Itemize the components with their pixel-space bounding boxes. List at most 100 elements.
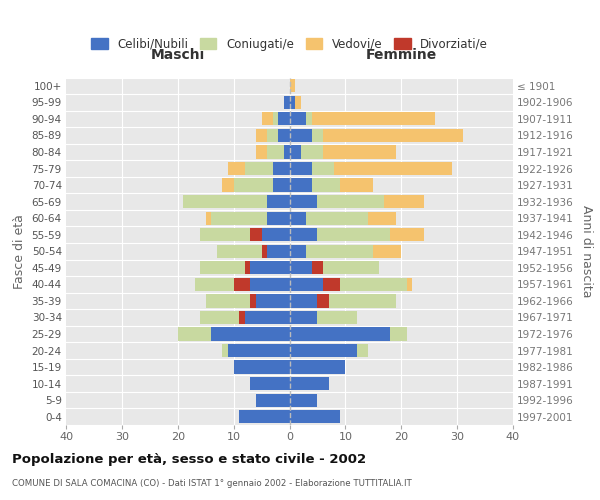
- Bar: [233, 360, 290, 374]
- Bar: [273, 162, 290, 175]
- Bar: [290, 311, 317, 324]
- Text: Popolazione per età, sesso e stato civile - 2002: Popolazione per età, sesso e stato civil…: [12, 452, 366, 466]
- Bar: [245, 311, 290, 324]
- Bar: [245, 162, 273, 175]
- Bar: [306, 212, 368, 225]
- Bar: [295, 96, 301, 109]
- Bar: [290, 278, 323, 291]
- Bar: [250, 261, 290, 274]
- Bar: [368, 212, 395, 225]
- Bar: [250, 377, 290, 390]
- Bar: [323, 278, 407, 291]
- Bar: [385, 195, 424, 208]
- Bar: [206, 212, 211, 225]
- Bar: [284, 146, 290, 158]
- Bar: [267, 244, 290, 258]
- Bar: [340, 178, 373, 192]
- Bar: [290, 360, 346, 374]
- Bar: [278, 129, 290, 142]
- Bar: [334, 162, 452, 175]
- Bar: [256, 294, 290, 308]
- Bar: [256, 129, 267, 142]
- Bar: [267, 146, 284, 158]
- Bar: [317, 294, 395, 308]
- Legend: Celibi/Nubili, Coniugati/e, Vedovi/e, Divorziati/e: Celibi/Nubili, Coniugati/e, Vedovi/e, Di…: [86, 33, 493, 56]
- Bar: [273, 178, 290, 192]
- Bar: [228, 344, 290, 357]
- Bar: [262, 228, 290, 241]
- Text: Maschi: Maschi: [151, 48, 205, 62]
- Bar: [290, 261, 312, 274]
- Bar: [200, 228, 262, 241]
- Bar: [312, 261, 379, 274]
- Bar: [273, 112, 278, 126]
- Bar: [267, 195, 290, 208]
- Bar: [178, 328, 211, 340]
- Bar: [290, 294, 317, 308]
- Bar: [250, 294, 256, 308]
- Bar: [290, 394, 317, 407]
- Bar: [290, 377, 329, 390]
- Bar: [200, 311, 245, 324]
- Bar: [278, 112, 290, 126]
- Bar: [267, 212, 290, 225]
- Bar: [301, 146, 323, 158]
- Bar: [317, 294, 329, 308]
- Bar: [323, 278, 340, 291]
- Bar: [356, 344, 368, 357]
- Bar: [317, 311, 356, 324]
- Bar: [239, 311, 245, 324]
- Bar: [306, 244, 373, 258]
- Bar: [284, 96, 290, 109]
- Bar: [256, 394, 290, 407]
- Bar: [211, 328, 290, 340]
- Bar: [312, 162, 334, 175]
- Bar: [290, 212, 306, 225]
- Bar: [223, 344, 228, 357]
- Bar: [306, 112, 312, 126]
- Bar: [390, 328, 407, 340]
- Bar: [407, 278, 412, 291]
- Bar: [250, 228, 262, 241]
- Bar: [290, 178, 312, 192]
- Bar: [323, 129, 463, 142]
- Bar: [290, 410, 340, 424]
- Bar: [262, 244, 267, 258]
- Y-axis label: Anni di nascita: Anni di nascita: [580, 205, 593, 298]
- Bar: [228, 162, 245, 175]
- Bar: [317, 195, 385, 208]
- Bar: [211, 212, 267, 225]
- Y-axis label: Fasce di età: Fasce di età: [13, 214, 26, 288]
- Bar: [290, 344, 356, 357]
- Text: Femmine: Femmine: [365, 48, 437, 62]
- Bar: [194, 278, 250, 291]
- Bar: [312, 178, 340, 192]
- Bar: [312, 112, 435, 126]
- Text: COMUNE DI SALA COMACINA (CO) - Dati ISTAT 1° gennaio 2002 - Elaborazione TUTTITA: COMUNE DI SALA COMACINA (CO) - Dati ISTA…: [12, 479, 412, 488]
- Bar: [239, 410, 290, 424]
- Bar: [390, 228, 424, 241]
- Bar: [267, 129, 278, 142]
- Bar: [373, 244, 401, 258]
- Bar: [317, 228, 390, 241]
- Bar: [184, 195, 267, 208]
- Bar: [290, 328, 390, 340]
- Bar: [290, 146, 301, 158]
- Bar: [290, 228, 317, 241]
- Bar: [262, 112, 273, 126]
- Bar: [233, 278, 250, 291]
- Bar: [200, 261, 250, 274]
- Bar: [250, 278, 290, 291]
- Bar: [290, 244, 306, 258]
- Bar: [233, 178, 273, 192]
- Bar: [323, 146, 395, 158]
- Bar: [312, 129, 323, 142]
- Bar: [290, 96, 295, 109]
- Bar: [312, 261, 323, 274]
- Bar: [223, 178, 233, 192]
- Bar: [290, 162, 312, 175]
- Bar: [290, 112, 306, 126]
- Bar: [245, 261, 250, 274]
- Bar: [217, 244, 267, 258]
- Bar: [290, 129, 312, 142]
